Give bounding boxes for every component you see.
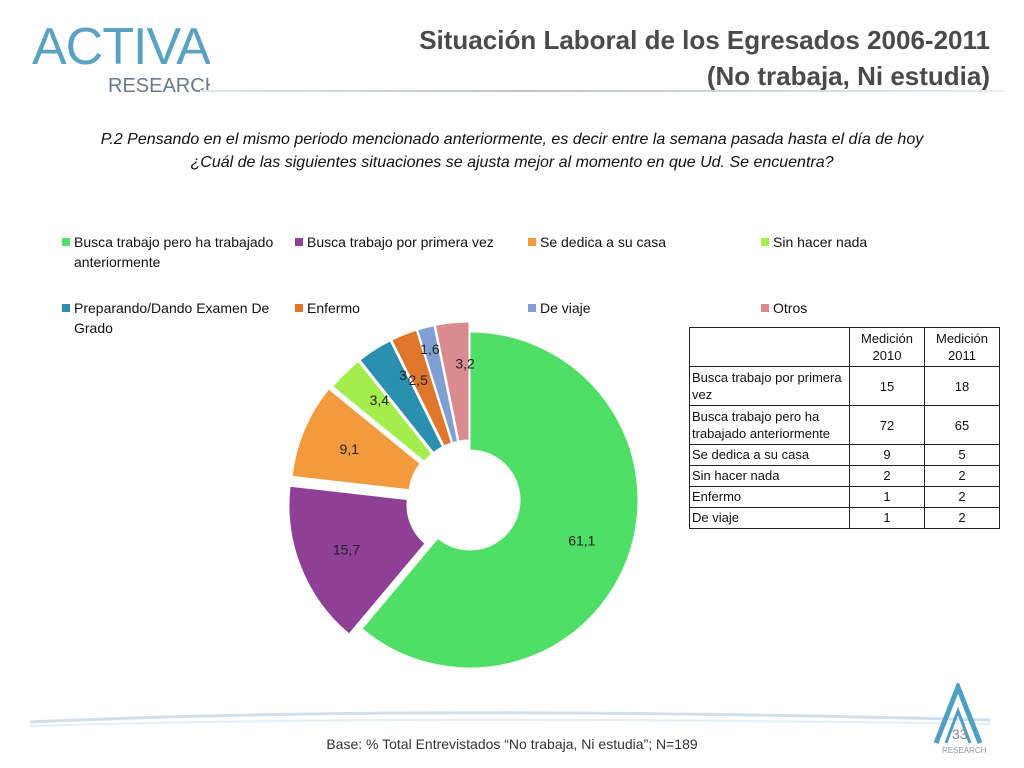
table-row-label: Busca trabajo por primera vez bbox=[689, 366, 850, 406]
data-label: 9,1 bbox=[340, 441, 360, 457]
legend-label: Otros bbox=[773, 300, 808, 316]
doughnut-slice bbox=[288, 485, 426, 635]
table-row-label: Se dedica a su casa bbox=[689, 444, 850, 466]
activa-research-logo: ACTIVA RESEARCH bbox=[32, 18, 210, 97]
table-row: De viaje 1 2 bbox=[689, 507, 1000, 529]
chart-legend: Busca trabajo pero ha trabajado anterior… bbox=[62, 232, 1002, 342]
table-cell-2010: 1 bbox=[849, 507, 925, 529]
legend-label: Sin hacer nada bbox=[773, 234, 868, 250]
slide-title: Situación Laboral de los Egresados 2006-… bbox=[350, 22, 990, 94]
base-note: Base: % Total Entrevistados “No trabaja,… bbox=[326, 736, 698, 752]
doughnut-slice bbox=[434, 321, 470, 442]
data-label: 61,1 bbox=[568, 533, 595, 549]
measurement-table: Medición 2010 Medición 2011 Busca trabaj… bbox=[689, 327, 1000, 529]
legend-item: Busca trabajo pero ha trabajado anterior… bbox=[62, 232, 289, 272]
table-row-label: Enfermo bbox=[689, 486, 850, 508]
doughnut-slice bbox=[361, 331, 639, 669]
title-divider bbox=[200, 90, 1004, 92]
table-header-2011: Medición 2011 bbox=[924, 327, 1000, 367]
table-header-2010: Medición 2010 bbox=[849, 327, 925, 367]
legend-swatch bbox=[761, 304, 769, 312]
survey-question-line2: ¿Cuál de las siguientes situaciones se a… bbox=[190, 154, 834, 171]
footer-wave-decoration bbox=[29, 711, 991, 727]
table-cell-2010: 2 bbox=[849, 465, 925, 487]
survey-question: P.2 Pensando en el mismo periodo mencion… bbox=[30, 128, 994, 174]
table-cell-2011: 2 bbox=[924, 507, 1000, 529]
legend-label: Preparando/Dando Examen De Grado bbox=[74, 300, 270, 336]
doughnut-slice bbox=[359, 340, 444, 454]
legend-item: Sin hacer nada bbox=[761, 232, 988, 252]
doughnut-slice bbox=[416, 325, 459, 444]
table-cell-2011: 2 bbox=[924, 465, 1000, 487]
data-label: 15,7 bbox=[333, 541, 360, 557]
legend-item: Enfermo bbox=[295, 298, 522, 318]
legend-swatch bbox=[62, 304, 70, 312]
table-cell-2011: 65 bbox=[924, 405, 1000, 445]
table-row: Busca trabajo pero ha trabajado anterior… bbox=[689, 405, 1000, 445]
table-row-label: De viaje bbox=[689, 507, 850, 529]
table-header-row: Medición 2010 Medición 2011 bbox=[689, 327, 1000, 367]
page-number: 33 bbox=[952, 726, 968, 742]
data-label: 1,6 bbox=[420, 341, 440, 357]
data-label: 2,5 bbox=[408, 372, 428, 388]
legend-item: Busca trabajo por primera vez bbox=[295, 232, 522, 252]
doughnut-slice bbox=[291, 388, 421, 491]
table-row-label: Busca trabajo pero ha trabajado anterior… bbox=[689, 405, 850, 445]
legend-label: Busca trabajo pero ha trabajado anterior… bbox=[74, 234, 274, 270]
legend-item: Preparando/Dando Examen De Grado bbox=[62, 298, 289, 338]
data-label: 3,2 bbox=[455, 356, 475, 372]
slide-title-line1: Situación Laboral de los Egresados 2006-… bbox=[419, 25, 990, 55]
table-cell-2010: 72 bbox=[849, 405, 925, 445]
legend-swatch bbox=[62, 238, 70, 246]
table-row: Busca trabajo por primera vez 15 18 bbox=[689, 366, 1000, 406]
legend-swatch bbox=[295, 304, 303, 312]
table-cell-2010: 15 bbox=[849, 366, 925, 406]
table-row: Se dedica a su casa 9 5 bbox=[689, 444, 1000, 466]
table-cell-2011: 2 bbox=[924, 486, 1000, 508]
table-row-label: Sin hacer nada bbox=[689, 465, 850, 487]
legend-item: De viaje bbox=[528, 298, 755, 318]
table-row: Sin hacer nada 2 2 bbox=[689, 465, 1000, 487]
legend-label: Busca trabajo por primera vez bbox=[307, 234, 494, 250]
legend-label: De viaje bbox=[540, 300, 591, 316]
legend-label: Se dedica a su casa bbox=[540, 234, 667, 250]
legend-swatch bbox=[528, 304, 536, 312]
footer-logo: RESEARCH bbox=[933, 683, 987, 755]
data-label: 3,4 bbox=[370, 392, 390, 408]
table-cell-2010: 1 bbox=[849, 486, 925, 508]
legend-item: Se dedica a su casa bbox=[528, 232, 755, 252]
table-cell-2011: 18 bbox=[924, 366, 1000, 406]
survey-question-line1: P.2 Pensando en el mismo periodo mencion… bbox=[100, 131, 924, 148]
table-cell-2011: 5 bbox=[924, 444, 1000, 466]
doughnut-slice bbox=[391, 329, 453, 447]
legend-swatch bbox=[528, 238, 536, 246]
doughnut-slice bbox=[332, 360, 433, 462]
logo-sub-text: RESEARCH bbox=[108, 75, 210, 97]
slide-title-line2: (No trabaja, Ni estudia) bbox=[706, 61, 990, 91]
table-row: Enfermo 1 2 bbox=[689, 486, 1000, 508]
legend-label: Enfermo bbox=[307, 300, 360, 316]
logo-main-text: ACTIVA bbox=[32, 18, 210, 76]
table-cell-2010: 9 bbox=[849, 444, 925, 466]
legend-swatch bbox=[295, 238, 303, 246]
legend-item: Otros bbox=[761, 298, 988, 318]
table-header-empty bbox=[689, 327, 850, 367]
legend-swatch bbox=[761, 238, 769, 246]
footer-logo-text: RESEARCH bbox=[942, 746, 987, 755]
